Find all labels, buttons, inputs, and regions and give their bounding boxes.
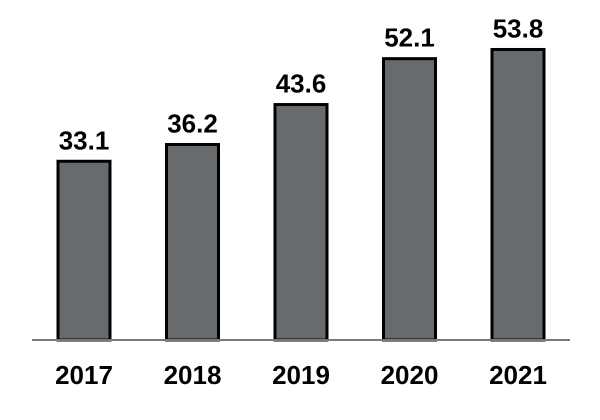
bar-2019 — [273, 103, 329, 342]
data-label-2020: 52.1 — [384, 23, 435, 53]
x-tick-label-2018: 2018 — [164, 360, 222, 390]
bar-2017 — [56, 159, 112, 342]
x-tick-label-2017: 2017 — [55, 360, 113, 390]
data-label-2019: 43.6 — [276, 69, 327, 99]
x-tick-label-2020: 2020 — [381, 360, 439, 390]
data-label-2017: 33.1 — [59, 125, 110, 155]
bars-layer — [56, 47, 546, 342]
x-tick-label-2019: 2019 — [272, 360, 330, 390]
bar-2021 — [490, 47, 546, 342]
value-labels-layer: 33.1 36.2 43.6 52.1 53.8 — [59, 13, 544, 155]
bar-2020 — [382, 57, 437, 342]
x-tick-label-2021: 2021 — [489, 360, 547, 390]
x-tick-labels-layer: 2017 2018 2019 2020 2021 — [55, 360, 547, 390]
data-label-2018: 36.2 — [167, 109, 218, 139]
bar-2018 — [165, 143, 220, 342]
data-label-2021: 53.8 — [493, 13, 544, 43]
